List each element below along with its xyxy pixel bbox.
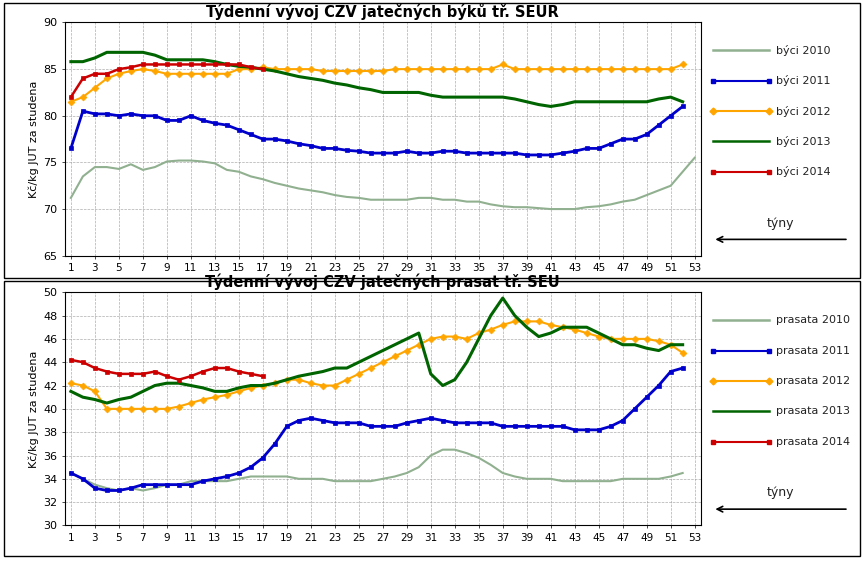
Text: týny: týny: [767, 216, 794, 229]
Title: Týdenní vývoj CZV jatečných býků tř. SEUR: Týdenní vývoj CZV jatečných býků tř. SEU…: [207, 3, 559, 20]
Text: býci 2013: býci 2013: [776, 136, 830, 147]
Text: prasata 2011: prasata 2011: [776, 346, 850, 356]
Title: Týdenní vývoj CZV jatečných prasat tř. SEU: Týdenní vývoj CZV jatečných prasat tř. S…: [205, 273, 561, 289]
Text: prasata 2010: prasata 2010: [776, 315, 850, 325]
Text: prasata 2014: prasata 2014: [776, 437, 850, 446]
Text: býci 2012: býci 2012: [776, 106, 830, 116]
Text: týny: týny: [767, 486, 794, 499]
Text: prasata 2013: prasata 2013: [776, 406, 850, 416]
Text: býci 2011: býci 2011: [776, 75, 830, 87]
Text: býci 2014: býci 2014: [776, 166, 830, 177]
Y-axis label: Kč/kg JUT za studena: Kč/kg JUT za studena: [29, 80, 39, 198]
Y-axis label: Kč/kg JUT za studena: Kč/kg JUT za studena: [29, 350, 39, 468]
Text: prasata 2012: prasata 2012: [776, 376, 850, 386]
Text: býci 2010: býci 2010: [776, 45, 830, 56]
